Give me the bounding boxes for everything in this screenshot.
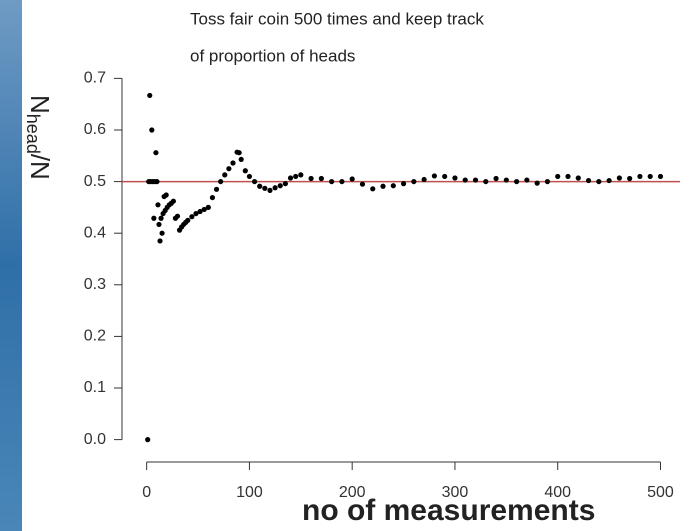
- data-point: [329, 178, 335, 185]
- data-point: [267, 187, 273, 193]
- data-point: [147, 92, 153, 99]
- x-tick-label: 100: [236, 484, 263, 501]
- data-point: [145, 437, 151, 443]
- data-point: [209, 194, 216, 201]
- data-point: [185, 217, 191, 223]
- data-point: [442, 173, 448, 180]
- data-point: [251, 178, 258, 185]
- y-label-rest: /N: [25, 154, 55, 180]
- data-point: [657, 173, 664, 180]
- y-tick-label: 0.5: [84, 173, 106, 190]
- data-point: [565, 173, 571, 180]
- data-point: [277, 183, 283, 189]
- data-point: [159, 230, 165, 236]
- data-point: [242, 168, 248, 174]
- data-point: [493, 175, 499, 182]
- data-point: [452, 175, 458, 181]
- data-point: [503, 177, 509, 183]
- data-point: [359, 181, 366, 187]
- data-point: [308, 175, 314, 182]
- data-point: [318, 175, 324, 182]
- data-point: [585, 177, 592, 184]
- background-strip: [0, 0, 22, 531]
- data-point: [272, 185, 278, 191]
- data-point: [153, 150, 159, 156]
- y-label-sub: head: [23, 114, 43, 154]
- y-tick-label: 0.0: [84, 431, 106, 448]
- data-point: [238, 156, 244, 163]
- data-point: [421, 176, 427, 183]
- data-point: [472, 177, 479, 183]
- data-point: [170, 198, 176, 204]
- data-point: [534, 180, 540, 186]
- data-point: [637, 173, 643, 180]
- data-point: [246, 173, 253, 180]
- chart-title: Toss fair coin 500 times and keep track: [190, 9, 484, 28]
- x-tick-label: 200: [339, 484, 366, 501]
- data-point: [616, 175, 622, 181]
- data-point: [157, 238, 163, 244]
- data-point: [390, 183, 396, 189]
- x-tick-label: 500: [647, 484, 674, 501]
- data-point: [544, 178, 551, 185]
- data-point: [380, 183, 386, 189]
- y-tick-label: 0.1: [84, 379, 106, 396]
- data-point: [158, 215, 164, 221]
- y-tick-label: 0.3: [84, 276, 106, 293]
- data-point: [163, 192, 169, 198]
- data-point: [627, 175, 633, 182]
- x-tick-label: 300: [442, 484, 469, 501]
- data-point: [524, 177, 530, 183]
- data-point: [230, 160, 236, 166]
- data-point: [282, 181, 288, 187]
- data-point: [236, 150, 242, 156]
- data-point: [226, 166, 232, 172]
- data-point: [462, 177, 468, 183]
- data-point: [514, 178, 520, 185]
- data-point: [213, 186, 220, 192]
- y-tick-label: 0.7: [84, 70, 106, 87]
- data-point: [287, 175, 294, 181]
- y-tick-label: 0.2: [84, 328, 106, 345]
- data-point: [257, 183, 263, 189]
- data-point: [218, 178, 224, 185]
- data-point: [193, 210, 199, 217]
- chart-title: of proportion of heads: [190, 46, 355, 65]
- y-axis-label: Nhead/N: [23, 95, 55, 180]
- data-point: [298, 172, 304, 178]
- data-point: [156, 221, 162, 228]
- x-axis-label: no of measurements: [302, 494, 595, 527]
- data-point: [483, 178, 489, 185]
- data-point: [151, 215, 157, 221]
- data-point: [400, 181, 407, 187]
- data-point: [174, 213, 181, 219]
- data-point: [575, 175, 581, 181]
- y-tick-label: 0.4: [84, 224, 106, 241]
- data-point: [555, 173, 561, 180]
- data-point: [155, 202, 161, 208]
- data-point: [262, 185, 268, 191]
- data-point: [197, 208, 203, 215]
- data-point: [154, 178, 160, 185]
- data-point: [149, 127, 155, 133]
- y-label-main: N: [25, 95, 55, 114]
- x-tick-label: 400: [544, 484, 571, 501]
- y-tick-label: 0.6: [84, 121, 106, 138]
- data-point: [349, 176, 355, 182]
- data-point: [189, 214, 195, 220]
- data-point: [205, 204, 211, 210]
- data-point: [293, 173, 299, 180]
- x-tick-label: 0: [142, 484, 151, 501]
- data-point: [370, 186, 376, 192]
- data-point: [201, 206, 207, 213]
- data-point: [222, 172, 228, 178]
- data-point: [606, 177, 612, 184]
- data-point: [647, 173, 653, 180]
- data-point: [431, 173, 437, 179]
- data-point: [339, 178, 345, 185]
- data-point: [411, 178, 417, 185]
- data-point: [596, 178, 602, 185]
